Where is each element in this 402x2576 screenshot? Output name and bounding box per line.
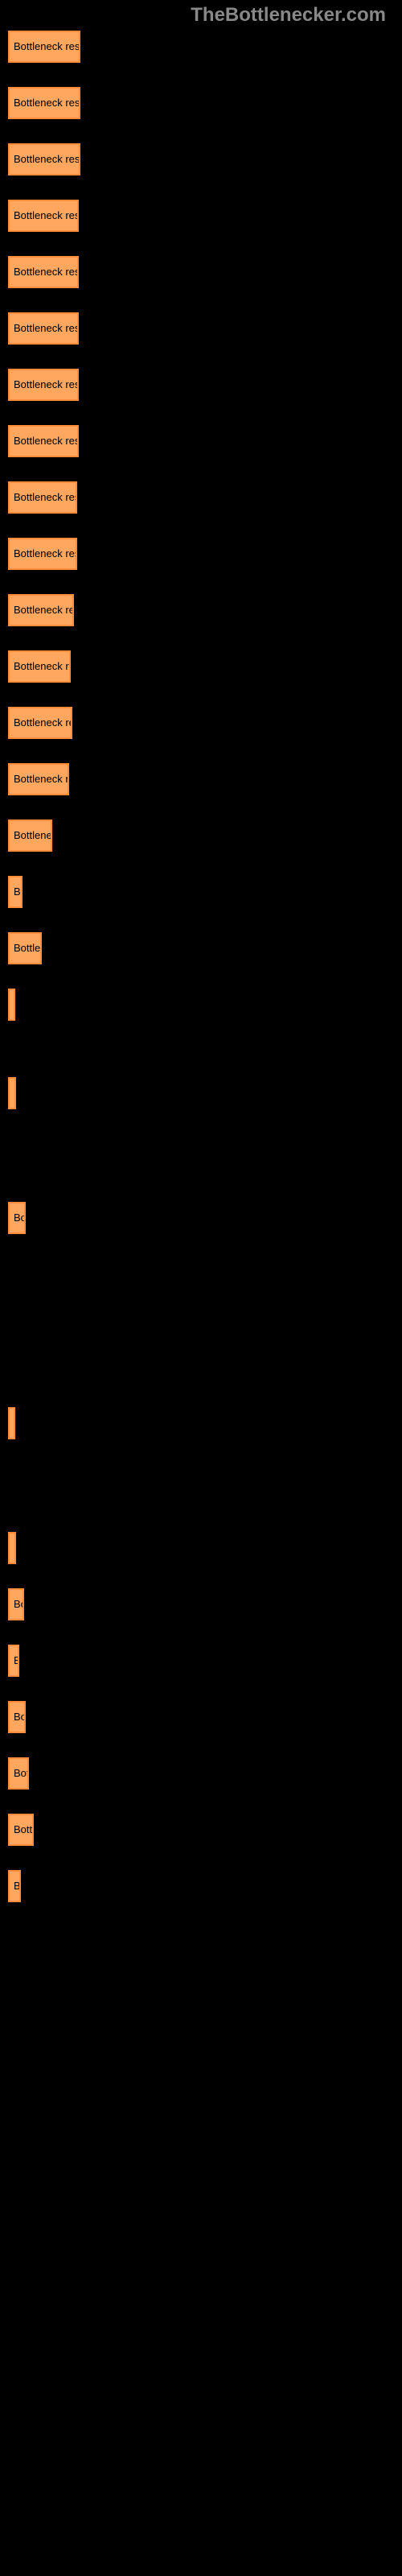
chart-bar: Bottleneck r xyxy=(8,763,69,795)
bar-row: Bottleneck resu xyxy=(8,137,394,181)
bar-row: Bottleneck re xyxy=(8,700,394,745)
bar-row: Bottleneck res xyxy=(8,475,394,519)
bar-row: Bot xyxy=(8,1751,394,1795)
chart-container: Bottleneck resu Bottleneck resu Bottleneck… xyxy=(8,24,394,1920)
chart-bar: Bo xyxy=(8,1701,26,1733)
bar-row: Bottle xyxy=(8,926,394,970)
bar-row: Bottleneck res xyxy=(8,193,394,237)
bar-row: Bottleneck r xyxy=(8,757,394,801)
chart-bar: Bottleneck resu xyxy=(8,87,80,119)
chart-bar: Bot xyxy=(8,1757,29,1790)
chart-bar: B xyxy=(8,1645,19,1677)
chart-bar: Bottleneck res xyxy=(8,538,77,570)
chart-bar: Bo xyxy=(8,1202,26,1234)
chart-bar: Bottleneck res xyxy=(8,425,79,457)
bar-row: Bottleneck res xyxy=(8,531,394,576)
bar-row: Bottlene xyxy=(8,813,394,857)
bar-row: Bottleneck res xyxy=(8,362,394,407)
chart-bar: Bottleneck res xyxy=(8,481,77,514)
chart-bar: Bottleneck r xyxy=(8,650,71,683)
site-header: TheBottlenecker.com xyxy=(191,4,386,27)
chart-bar: Bottle xyxy=(8,932,42,964)
chart-bar: B xyxy=(8,1870,21,1902)
chart-bar xyxy=(8,1077,16,1109)
chart-bar: Bottleneck res xyxy=(8,256,79,288)
bar-row: Bo xyxy=(8,1195,394,1240)
bar-row: Bottleneck res xyxy=(8,306,394,350)
chart-bar: Bottleneck res xyxy=(8,369,79,401)
bar-row: B xyxy=(8,1864,394,1908)
bar-row: Bo xyxy=(8,1695,394,1739)
chart-bar xyxy=(8,1532,16,1564)
chart-bar: Bottleneck res xyxy=(8,312,79,345)
bar-row: Bottleneck resu xyxy=(8,24,394,68)
chart-bar: Bottleneck re xyxy=(8,594,74,626)
chart-bar: Bo xyxy=(8,1588,24,1620)
bar-row: B xyxy=(8,1638,394,1682)
bar-row xyxy=(8,1401,394,1445)
chart-bar: Bott xyxy=(8,1814,34,1846)
bar-row: Bottleneck resu xyxy=(8,80,394,125)
bar-row: Bottleneck res xyxy=(8,250,394,294)
chart-bar: Bottlene xyxy=(8,819,52,852)
chart-bar: Bottleneck res xyxy=(8,200,79,232)
chart-bar: Bottleneck resu xyxy=(8,31,80,63)
bar-row: Bottleneck res xyxy=(8,419,394,463)
bar-row: Bottleneck r xyxy=(8,644,394,688)
chart-bar xyxy=(8,989,15,1021)
bar-row xyxy=(8,1525,394,1570)
bar-row: Bott xyxy=(8,1807,394,1852)
bar-row: Bottleneck re xyxy=(8,588,394,632)
chart-bar: Bottleneck re xyxy=(8,707,72,739)
bar-row: Bo xyxy=(8,1582,394,1626)
chart-bar: Bo xyxy=(8,876,23,908)
chart-bar: Bottleneck resu xyxy=(8,143,80,175)
chart-bar xyxy=(8,1407,15,1439)
bar-row xyxy=(8,982,394,1026)
bar-row xyxy=(8,1071,394,1115)
bar-row: Bo xyxy=(8,869,394,914)
